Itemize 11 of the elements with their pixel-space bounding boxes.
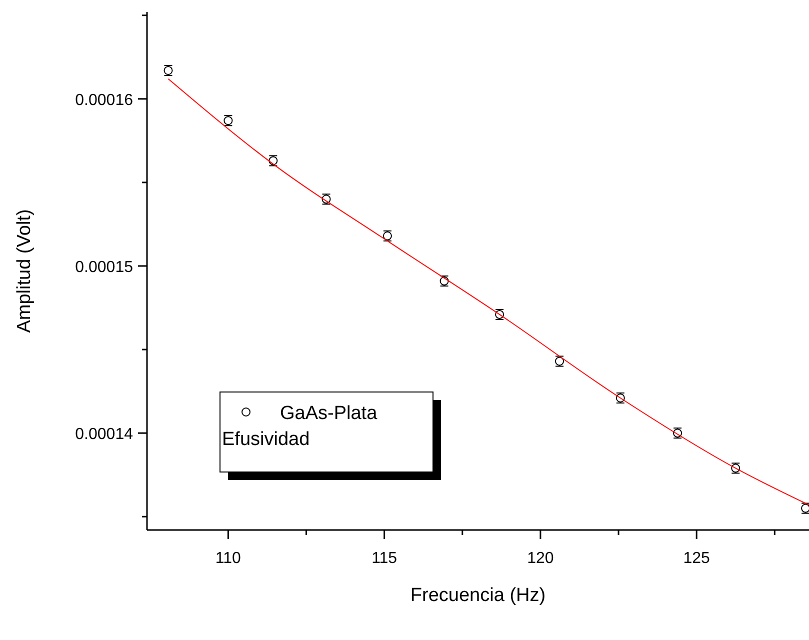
y-tick-label: 0.00016 xyxy=(75,92,134,109)
y-axis-title: Amplitud (Volt) xyxy=(14,209,35,333)
legend-label: GaAs-Plata xyxy=(280,403,378,424)
x-axis-title: Frecuencia (Hz) xyxy=(410,585,546,606)
y-tick-label: 0.00014 xyxy=(75,426,134,444)
x-tick-label: 125 xyxy=(683,550,710,567)
x-tick-label: 115 xyxy=(372,550,398,567)
annotation: Efusividad xyxy=(222,429,310,450)
x-tick-label: 110 xyxy=(215,550,242,567)
y-tick-label: 0.00015 xyxy=(75,258,134,276)
x-tick-label: 120 xyxy=(527,550,554,567)
